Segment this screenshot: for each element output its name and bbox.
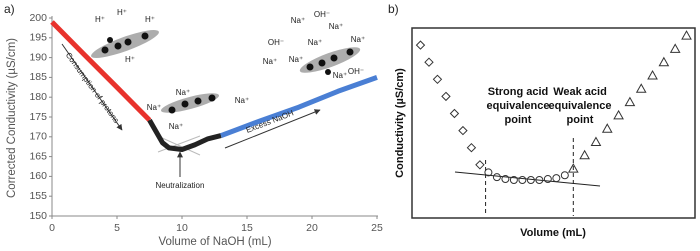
y-tick-label: 185 (29, 71, 47, 83)
annotation: Na⁺ (333, 71, 347, 80)
annotation: Na⁺ (235, 96, 249, 105)
annotation: Na⁺ (291, 16, 305, 25)
data-point (647, 69, 658, 80)
x-tick-label: 15 (241, 222, 253, 234)
x-tick-label: 25 (371, 222, 383, 234)
annotation: equivalence (549, 100, 612, 112)
data-point (449, 108, 460, 119)
data-line (220, 75, 378, 138)
annotation: Na⁺ (176, 88, 190, 97)
y-tick-label: 195 (29, 32, 47, 44)
data-point (601, 123, 613, 133)
y-tick-label: 165 (29, 150, 47, 162)
x-tick-label: 5 (114, 222, 120, 234)
panel-label: a) (4, 2, 15, 16)
y-tick-label: 150 (29, 210, 47, 222)
x-tick-label: 10 (176, 222, 188, 234)
annotation: equivalence (487, 100, 550, 112)
y-axis-label: Conductivity (µS/cm) (394, 68, 406, 178)
annotation: OH⁻ (268, 38, 284, 47)
data-point (484, 168, 493, 177)
annotation: H⁺ (95, 15, 105, 24)
panel-label: b) (388, 2, 399, 16)
y-tick-label: 175 (29, 111, 47, 123)
y-tick-label: 180 (29, 91, 47, 103)
x-axis-label: Volume (mL) (520, 227, 586, 239)
data-point (509, 176, 518, 184)
data-point (424, 57, 434, 67)
annotation: Na⁺ (308, 38, 322, 47)
y-tick-label: 160 (29, 170, 47, 182)
data-point (475, 160, 485, 170)
data-point (624, 96, 636, 107)
data-point (415, 40, 426, 50)
data-point (658, 56, 670, 67)
x-tick-label: 0 (49, 222, 55, 234)
annotation: Weak acid (553, 86, 607, 98)
annotation: H⁺ (117, 8, 127, 17)
annotation: Neutralization (156, 181, 205, 190)
annotation: Na⁺ (329, 22, 343, 31)
data-line (50, 20, 152, 122)
annotation: Strong acid (488, 86, 549, 98)
annotation: point (505, 114, 532, 126)
data-point (567, 163, 579, 173)
data-point (613, 109, 624, 120)
data-point (669, 43, 681, 53)
y-tick-label: 155 (29, 190, 47, 202)
y-axis-label: Corrected Conductivity (µS/cm) (6, 38, 18, 198)
data-point (543, 175, 552, 184)
y-tick-label: 170 (29, 131, 47, 143)
annotation: Na⁺ (147, 103, 161, 112)
annotation: Na⁺ (289, 55, 303, 64)
x-axis-label: Volume of NaOH (mL) (158, 236, 271, 248)
annotation: OH⁻ (314, 10, 330, 19)
annotation: Na⁺ (169, 122, 183, 131)
data-point (635, 83, 647, 93)
annotation: Na⁺ (263, 57, 277, 66)
data-point (579, 149, 590, 160)
data-line (147, 118, 222, 152)
annotation: H⁺ (145, 15, 155, 24)
data-point (535, 176, 544, 184)
data-point (501, 175, 510, 184)
data-point (458, 125, 468, 136)
y-tick-label: 200 (29, 12, 47, 24)
data-point (492, 173, 501, 182)
x-tick-label: 20 (306, 222, 318, 234)
annotation: OH⁻ (348, 67, 364, 76)
data-point (526, 176, 535, 184)
data-point (441, 91, 451, 102)
data-point (560, 171, 569, 180)
data-point (432, 74, 443, 85)
data-point (590, 136, 602, 146)
data-point (552, 174, 561, 183)
annotation: Na⁺ (351, 35, 365, 44)
data-point (518, 176, 527, 184)
data-point (681, 30, 692, 40)
annotation: point (567, 114, 594, 126)
data-point (466, 142, 477, 153)
annotation: H⁺ (125, 55, 135, 64)
y-tick-label: 190 (29, 51, 47, 63)
